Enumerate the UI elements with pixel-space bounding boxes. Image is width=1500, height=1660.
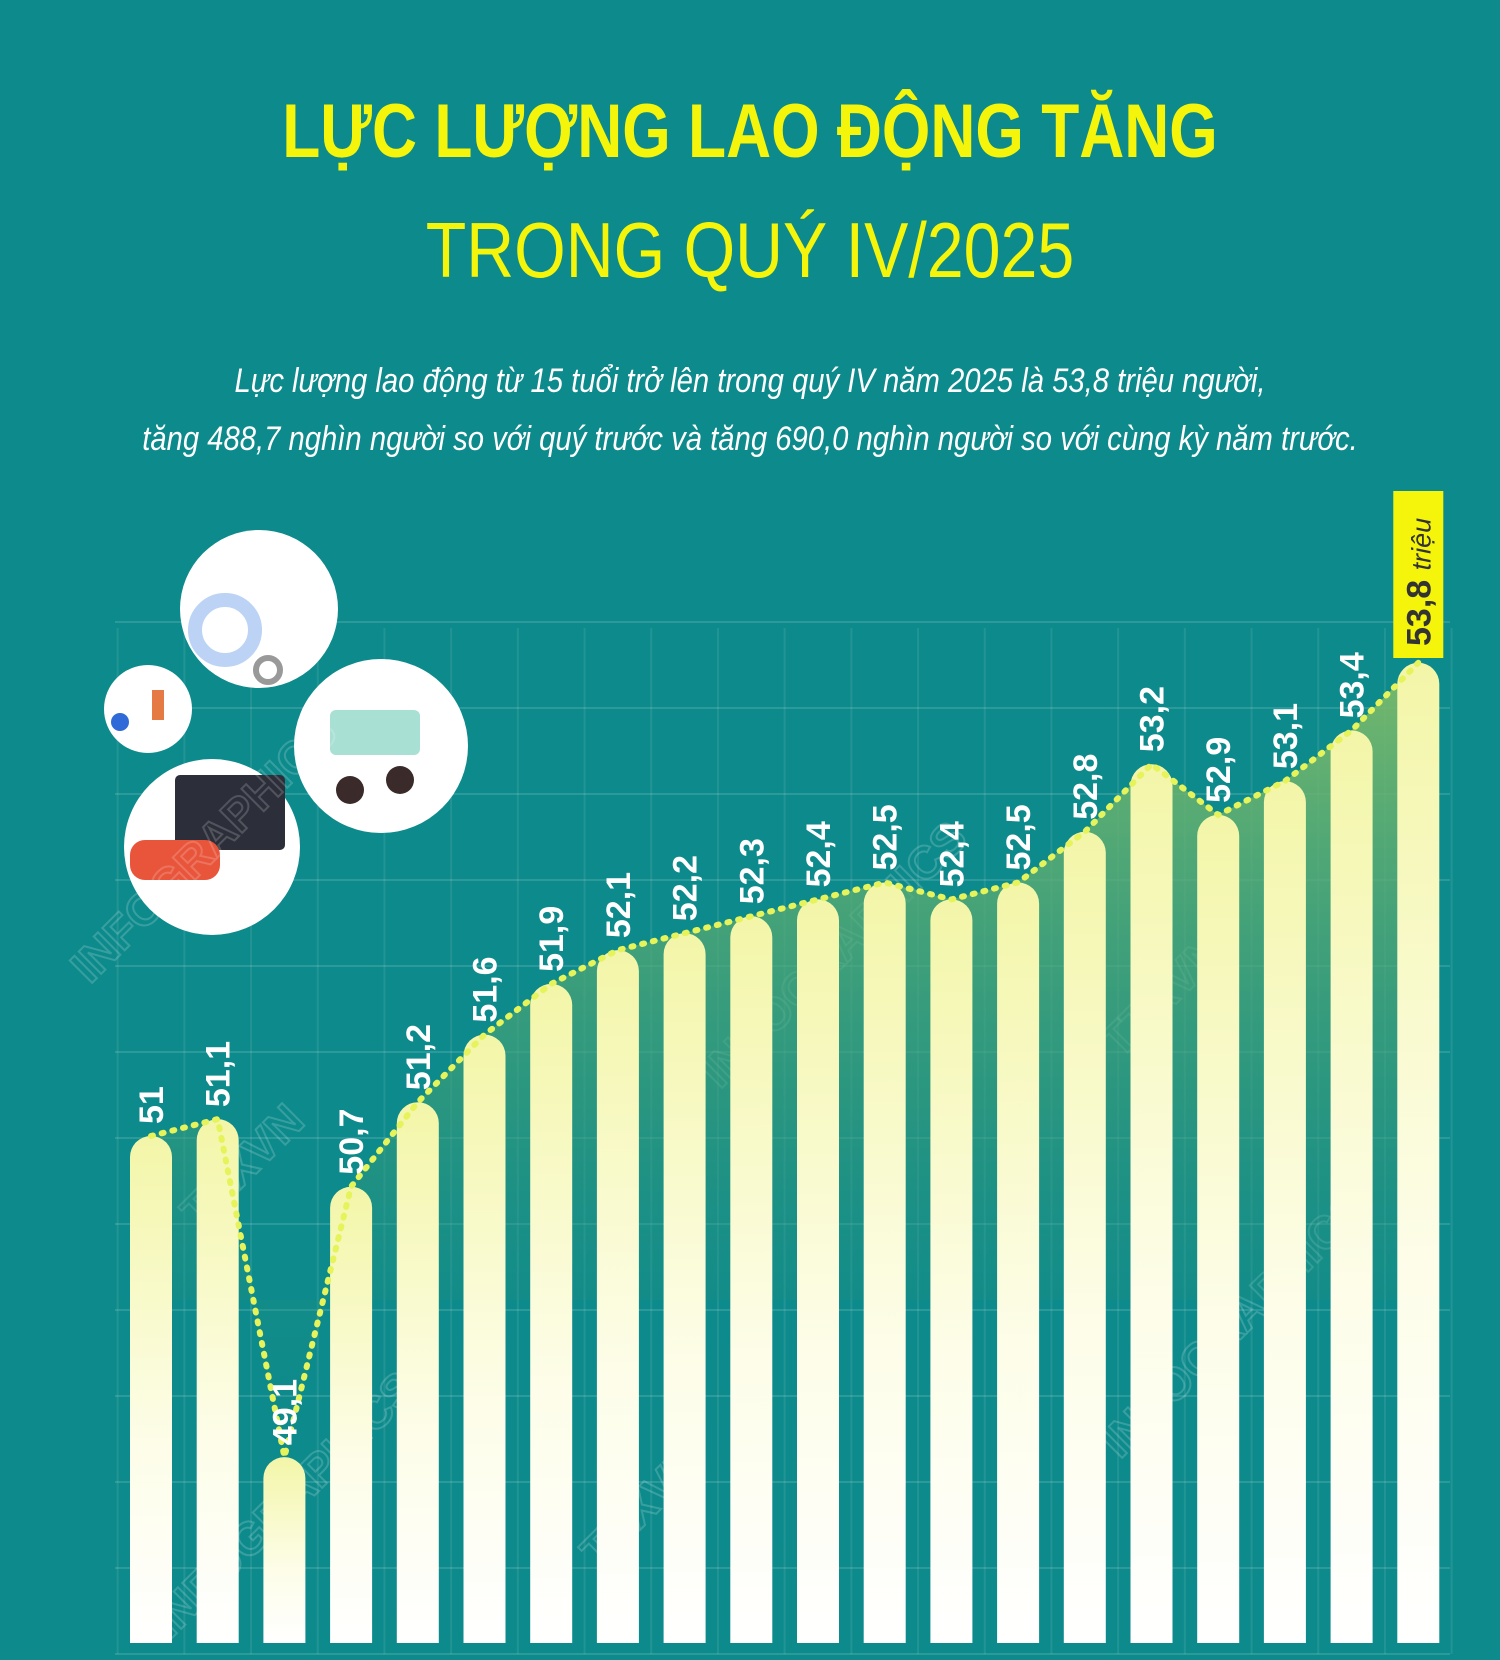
bar — [596, 950, 639, 1643]
illustration-worker-icon — [104, 665, 192, 753]
bar — [396, 1102, 439, 1643]
trend-line — [148, 659, 1422, 1458]
bar — [463, 1034, 506, 1643]
data-label: 52,3 — [733, 838, 771, 904]
person-icon — [130, 840, 220, 880]
data-label: 52,4 — [933, 821, 971, 887]
data-label: 51,9 — [533, 906, 571, 972]
data-label: 52,9 — [1200, 737, 1238, 803]
data-label: 49,1 — [266, 1379, 304, 1445]
bar — [797, 899, 839, 1643]
bar — [1397, 662, 1440, 1643]
title-line2: TRONG QUÝ IV/2025 — [425, 206, 1075, 294]
data-label: 52,8 — [1067, 754, 1105, 820]
illustration-gears-icon — [180, 530, 338, 688]
bar — [730, 916, 773, 1643]
bar — [663, 933, 706, 1643]
illustration — [104, 530, 468, 935]
bar — [1263, 781, 1306, 1643]
bar — [1063, 831, 1106, 1643]
data-label: 52,2 — [667, 855, 705, 921]
bar — [863, 882, 906, 1643]
gear-icon — [188, 593, 262, 667]
person-icon — [152, 690, 164, 720]
data-label: 51,6 — [467, 956, 505, 1022]
data-label: 50,7 — [333, 1109, 371, 1175]
monitor-icon — [175, 775, 285, 850]
bar — [930, 899, 973, 1643]
bar — [1330, 730, 1373, 1643]
bar — [997, 882, 1040, 1643]
data-label: 53,1 — [1267, 703, 1305, 769]
data-label: 52,5 — [867, 804, 905, 870]
highlight-label: 53,8 triệu — [1400, 518, 1438, 646]
svg-text:INFOGRAPHICS: INFOGRAPHICS — [60, 706, 346, 992]
person-icon — [386, 766, 414, 794]
bar — [130, 1136, 172, 1643]
card-icon — [330, 710, 420, 755]
bar — [530, 983, 573, 1643]
data-label: 52,4 — [800, 821, 838, 887]
person-icon — [336, 776, 364, 804]
bar — [196, 1119, 239, 1643]
data-label: 51,1 — [200, 1041, 238, 1107]
bar — [1197, 814, 1240, 1643]
data-label: 53,2 — [1134, 686, 1172, 752]
bar — [1130, 764, 1173, 1643]
gear-icon — [111, 713, 129, 731]
title-line1: LỰC LƯỢNG LAO ĐỘNG TĂNG — [282, 89, 1218, 174]
subtitle-line1: Lực lượng lao động từ 15 tuổi trở lên tr… — [234, 362, 1266, 400]
highlight-label-box — [1393, 491, 1444, 658]
gear-icon — [253, 655, 283, 685]
subtitle-line2: tăng 488,7 nghìn người so với quý trước … — [142, 420, 1358, 458]
data-label: 51 — [133, 1086, 171, 1124]
data-label: 51,2 — [400, 1024, 438, 1090]
data-label: 52,1 — [600, 872, 638, 938]
bar — [263, 1457, 306, 1643]
data-label: 52,5 — [1000, 804, 1038, 870]
bar — [330, 1186, 373, 1643]
data-label: 53,4 — [1334, 652, 1372, 718]
